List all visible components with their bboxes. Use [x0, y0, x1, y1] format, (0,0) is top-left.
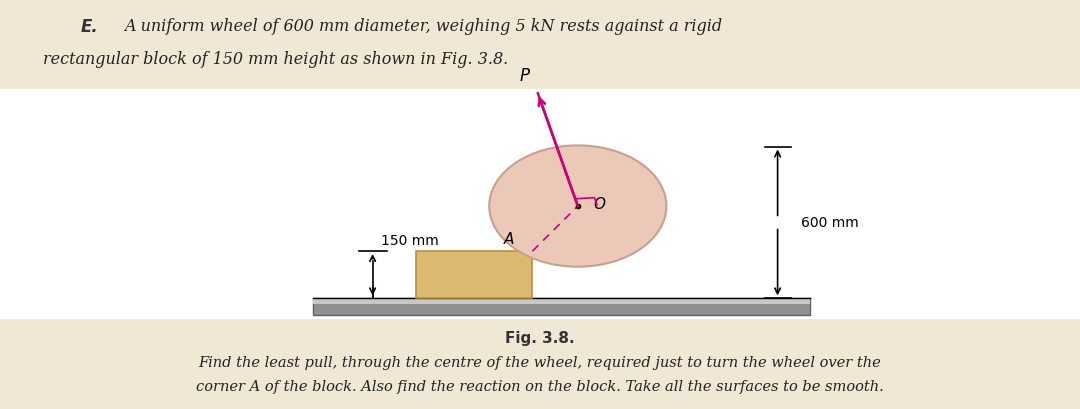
Text: A uniform wheel of 600 mm diameter, weighing 5 kN rests against a rigid: A uniform wheel of 600 mm diameter, weig…	[124, 18, 723, 35]
Text: rectangular block of 150 mm height as shown in Fig. 3.8.: rectangular block of 150 mm height as sh…	[43, 51, 509, 68]
Text: 600 mm: 600 mm	[801, 216, 859, 230]
Text: corner A of the block. Also find the reaction on the block. Take all the surface: corner A of the block. Also find the rea…	[197, 380, 883, 393]
Bar	[313, 299, 810, 315]
Ellipse shape	[489, 146, 666, 267]
Bar	[0, 319, 1080, 409]
Bar	[416, 252, 532, 299]
Text: Fig. 3.8.: Fig. 3.8.	[505, 330, 575, 345]
Text: O: O	[593, 197, 605, 212]
Bar	[0, 0, 1080, 90]
Text: 150 mm: 150 mm	[381, 234, 438, 247]
Bar	[313, 299, 810, 304]
Text: A: A	[503, 231, 514, 247]
Text: Find the least pull, through the centre of the wheel, required just to turn the : Find the least pull, through the centre …	[199, 355, 881, 369]
Bar	[0, 90, 1080, 319]
Text: E.: E.	[81, 18, 98, 36]
Text: P: P	[519, 67, 530, 85]
